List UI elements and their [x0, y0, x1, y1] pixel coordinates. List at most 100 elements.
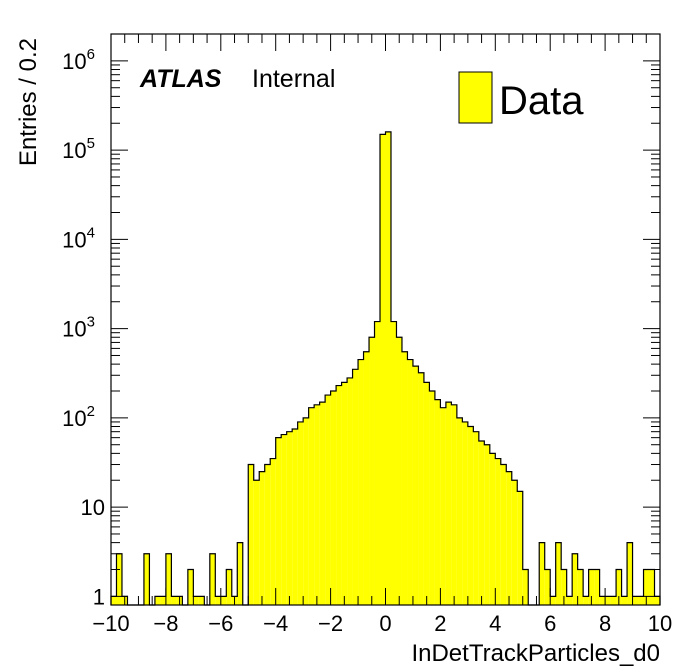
- histogram-bar: [154, 596, 161, 605]
- histogram-bar: [583, 596, 589, 605]
- histogram-bar: [198, 596, 205, 605]
- y-tick-label: 105: [62, 135, 95, 163]
- legend-label-data: Data: [499, 79, 584, 123]
- histogram-bar: [215, 596, 221, 605]
- histogram-bar: [281, 434, 287, 605]
- x-tick-label: 4: [489, 611, 501, 636]
- histogram-bar: [649, 569, 655, 605]
- histogram-bar: [352, 369, 359, 605]
- histogram-bar: [506, 471, 512, 605]
- x-tick-label: −4: [263, 611, 288, 636]
- x-tick-label: −10: [92, 611, 129, 636]
- histogram-outline-layer: [110, 131, 661, 606]
- y-tick-label: 106: [62, 46, 95, 74]
- histogram-bar: [330, 390, 337, 605]
- histogram-bar: [336, 385, 342, 605]
- histogram-bar: [412, 366, 419, 605]
- histogram-bar: [473, 431, 479, 605]
- histogram-bar: [429, 390, 435, 605]
- x-axis-title: InDetTrackParticles_d0: [411, 640, 660, 667]
- histogram-bar: [643, 569, 650, 605]
- histogram-bar: [401, 351, 408, 605]
- histogram-bar: [456, 417, 463, 605]
- x-tick-label: −8: [153, 611, 178, 636]
- histogram-bar: [561, 569, 567, 605]
- y-tick-label: 103: [62, 314, 95, 342]
- histogram-bar: [325, 395, 331, 605]
- x-tick-label: −2: [318, 611, 343, 636]
- histogram-bar: [616, 569, 622, 605]
- histogram-bar: [358, 359, 364, 605]
- x-tick-label: −6: [208, 611, 233, 636]
- histogram-bar: [572, 553, 578, 605]
- histogram-bar: [484, 444, 490, 605]
- x-tick-label: 0: [379, 611, 391, 636]
- histogram-bar: [495, 458, 501, 605]
- histogram-bar: [308, 407, 315, 605]
- histogram-bar: [517, 491, 523, 605]
- histogram-bar: [599, 596, 606, 605]
- histogram-bar: [445, 402, 452, 605]
- histogram-bar: [621, 596, 628, 605]
- histogram-bar: [467, 426, 474, 605]
- histogram-bar: [654, 596, 660, 605]
- legend-swatch-data: [458, 71, 493, 124]
- histogram-bar: [248, 464, 254, 605]
- legend: Data: [458, 71, 584, 124]
- histogram-bar: [555, 542, 562, 605]
- histogram-bar: [511, 480, 518, 605]
- histogram-bar: [226, 569, 232, 605]
- histogram-bar: [566, 596, 573, 605]
- histogram-bar: [594, 569, 600, 605]
- histogram-bar: [220, 596, 227, 605]
- histogram-bar: [434, 399, 441, 605]
- histogram-bar: [500, 464, 507, 605]
- histogram-bar: [237, 542, 243, 605]
- histogram-bar: [577, 569, 584, 605]
- histogram-bar: [209, 553, 216, 605]
- x-tick-label: 6: [544, 611, 556, 636]
- histogram-bar: [418, 372, 424, 605]
- histogram-bar: [478, 441, 485, 605]
- histogram-bar: [396, 337, 402, 605]
- histogram-bar: [111, 596, 117, 605]
- histogram-bar: [303, 417, 309, 605]
- histogram-bar: [363, 351, 370, 605]
- histogram-bar: [588, 569, 595, 605]
- histogram-bar: [319, 402, 326, 605]
- histogram-bar: [385, 131, 391, 605]
- histogram-bar: [374, 321, 381, 605]
- histogram-bar: [160, 596, 166, 605]
- atlas-label: ATLAS: [139, 65, 222, 93]
- histogram-bar: [341, 382, 348, 605]
- histogram-bar: [165, 553, 172, 605]
- histogram-bar: [390, 321, 397, 605]
- histogram-bar: [539, 542, 545, 605]
- histogram-bar: [423, 382, 430, 605]
- histogram-bars: [111, 131, 660, 605]
- internal-label: Internal: [252, 65, 335, 93]
- histogram-bar: [380, 134, 386, 605]
- histogram-bar: [275, 437, 282, 605]
- histogram-bar: [462, 421, 468, 605]
- histogram-bar: [193, 596, 199, 605]
- histogram-bar: [264, 464, 271, 605]
- histogram-bar: [292, 429, 298, 605]
- histogram-bar: [347, 377, 353, 605]
- x-tick-label: 8: [599, 611, 611, 636]
- y-tick-label: 1: [93, 584, 105, 609]
- histogram-bar: [253, 480, 260, 605]
- histogram-bar: [297, 421, 304, 605]
- histogram-bar: [440, 407, 446, 605]
- histogram-bar: [550, 596, 556, 605]
- y-axis-title: Entries / 0.2: [15, 38, 42, 166]
- histogram-bar: [187, 569, 194, 605]
- y-tick-label: 10: [81, 495, 105, 520]
- histogram-bar: [116, 553, 122, 605]
- histogram-bar: [489, 453, 496, 605]
- histogram-bar: [314, 404, 320, 605]
- x-tick-label: 2: [434, 611, 446, 636]
- axis-ticks: −10 −8 −6 −4 −2 0 2 4 6 8 10 1 10 102 103 104 105 106: [62, 33, 672, 636]
- y-tick-label: 104: [62, 224, 95, 252]
- histogram-bar: [270, 458, 276, 605]
